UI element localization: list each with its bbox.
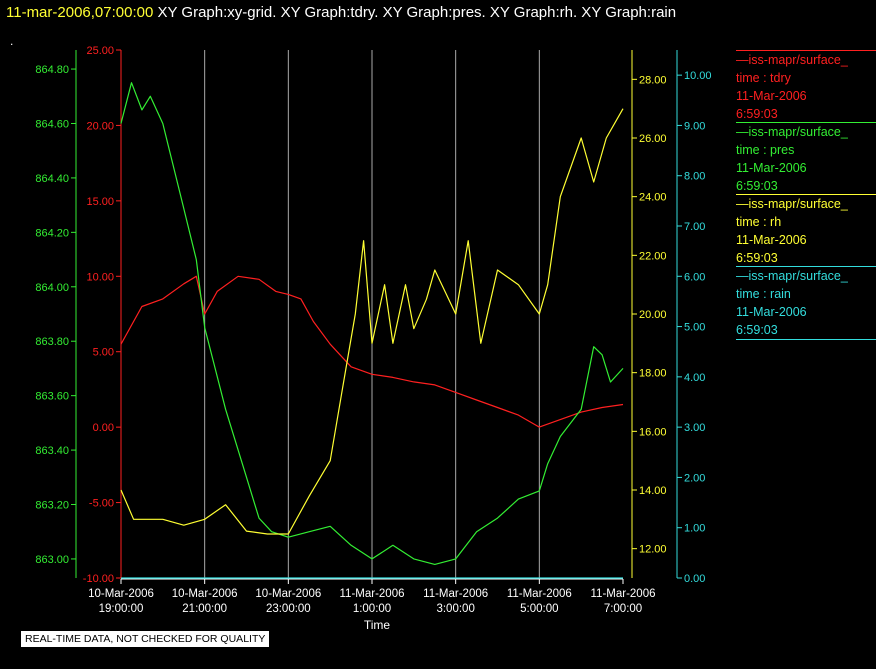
legend-time: 6:59:03	[736, 107, 778, 121]
rain-tick-label: 1.00	[684, 523, 705, 535]
pres-tick-label: 863.20	[35, 500, 69, 512]
tdry-tick-label: 20.00	[86, 120, 114, 132]
legend-time: 6:59:03	[736, 323, 778, 337]
x-tick-label: 21:00:00	[182, 603, 227, 615]
x-tick-label: 11-Mar-2006	[507, 588, 572, 600]
window-title: 11-mar-2006,07:00:00 XY Graph:xy-grid. X…	[6, 4, 676, 21]
x-axis-label: Time	[364, 618, 391, 632]
status-dot: .	[10, 34, 14, 48]
legend-date: 11-Mar-2006	[736, 89, 807, 103]
rh-tick-label: 18.00	[639, 368, 667, 380]
rain-tick-label: 8.00	[684, 171, 705, 183]
rain-tick-label: 4.00	[684, 372, 705, 384]
quality-disclaimer: REAL-TIME DATA, NOT CHECKED FOR QUALITY	[21, 631, 270, 647]
pres-tick-label: 864.40	[35, 173, 69, 185]
legend-date: 11-Mar-2006	[736, 233, 807, 247]
legend-entry-3: —iss-mapr/surface_time : rain 11-Mar-2006…	[736, 266, 876, 340]
rain-tick-label: 0.00	[684, 573, 705, 585]
x-tick-label: 11-Mar-2006	[423, 588, 488, 600]
pres-tick-label: 864.20	[35, 227, 69, 239]
pres-tick-label: 864.00	[35, 282, 69, 294]
x-tick-label: 19:00:00	[99, 603, 144, 615]
legend-entry-1: —iss-mapr/surface_time : pres 11-Mar-2006…	[736, 122, 876, 195]
pres-tick-label: 864.60	[35, 118, 69, 130]
pres-tick-label: 863.60	[35, 391, 69, 403]
rain-tick-label: 2.00	[684, 472, 705, 484]
x-tick-label: 1:00:00	[353, 603, 391, 615]
series-line-rh	[120, 108, 624, 535]
rain-tick-label: 9.00	[684, 120, 705, 132]
rain-tick-label: 7.00	[684, 221, 705, 233]
x-tick-label: 7:00:00	[604, 603, 642, 615]
x-tick-label: 11-Mar-2006	[591, 588, 656, 600]
rh-tick-label: 14.00	[639, 485, 667, 497]
legend-source: —iss-mapr/surface_	[736, 125, 848, 139]
x-tick-label: 10-Mar-2006	[172, 588, 238, 600]
tdry-tick-label: 10.00	[86, 271, 114, 283]
pres-tick-label: 863.40	[35, 445, 69, 457]
rain-tick-label: 3.00	[684, 422, 705, 434]
legend-source: —iss-mapr/surface_	[736, 197, 848, 211]
rh-tick-label: 28.00	[639, 74, 667, 86]
legend-time: 6:59:03	[736, 251, 778, 265]
tdry-tick-label: 5.00	[93, 347, 114, 359]
rh-tick-label: 26.00	[639, 133, 667, 145]
tdry-tick-label: 0.00	[93, 422, 114, 434]
rh-tick-label: 24.00	[639, 192, 667, 204]
x-tick-label: 10-Mar-2006	[255, 588, 321, 600]
rain-tick-label: 10.00	[684, 70, 712, 82]
x-tick-label: 3:00:00	[436, 603, 474, 615]
legend-field: time : rain	[736, 287, 791, 301]
x-tick-label: 11-Mar-2006	[340, 588, 405, 600]
x-tick-label: 23:00:00	[266, 603, 311, 615]
rain-tick-label: 5.00	[684, 322, 705, 334]
tdry-tick-label: 25.00	[86, 45, 114, 57]
rh-tick-label: 16.00	[639, 426, 667, 438]
legend-field: time : rh	[736, 215, 782, 229]
timestamp: 11-mar-2006,07:00:00	[6, 4, 154, 21]
rh-tick-label: 20.00	[639, 309, 667, 321]
legend-field: time : tdry	[736, 71, 791, 85]
legend-date: 11-Mar-2006	[736, 305, 807, 319]
rh-tick-label: 22.00	[639, 250, 667, 262]
pres-tick-label: 863.80	[35, 336, 69, 348]
rh-tick-label: 12.00	[639, 544, 667, 556]
legend-entry-0: —iss-mapr/surface_time : tdry 11-Mar-2006…	[736, 50, 876, 123]
legend-field: time : pres	[736, 143, 795, 157]
legend-source: —iss-mapr/surface_	[736, 53, 848, 67]
tdry-tick-label: -5.00	[89, 498, 114, 510]
x-tick-label: 5:00:00	[520, 603, 558, 615]
graph-list: XY Graph:xy-grid. XY Graph:tdry. XY Grap…	[157, 4, 677, 21]
series-line-pres	[120, 82, 624, 566]
legend-time: 6:59:03	[736, 179, 778, 193]
tdry-tick-label: 15.00	[86, 196, 114, 208]
x-tick-label: 10-Mar-2006	[88, 588, 154, 600]
rain-tick-label: 6.00	[684, 271, 705, 283]
legend-entry-2: —iss-mapr/surface_time : rh 11-Mar-2006 6:…	[736, 194, 876, 267]
pres-tick-label: 864.80	[35, 64, 69, 76]
legend-date: 11-Mar-2006	[736, 161, 807, 175]
tdry-tick-label: -10.00	[83, 573, 114, 585]
pres-tick-label: 863.00	[35, 554, 69, 566]
xy-chart: 863.00 863.20 863.40 863.60 863.80 864.00 864.…	[35, 45, 712, 632]
legend-source: —iss-mapr/surface_	[736, 269, 848, 283]
